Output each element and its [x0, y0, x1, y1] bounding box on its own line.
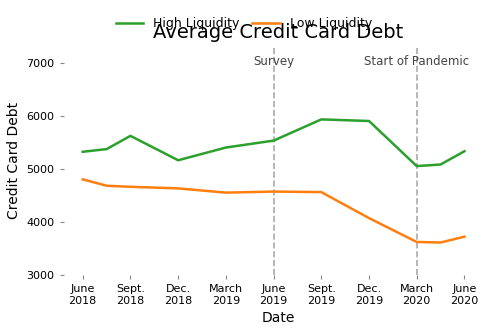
Title: Average Credit Card Debt: Average Credit Card Debt — [153, 23, 404, 42]
Low Liquidity — [223, 191, 229, 195]
Text: Start of Pandemic: Start of Pandemic — [364, 55, 470, 68]
Low Liquidity — [270, 190, 276, 194]
High Liquidity — [80, 150, 86, 154]
High Liquidity — [270, 139, 276, 143]
Line: High Liquidity: High Liquidity — [82, 120, 464, 166]
Low Liquidity — [366, 216, 372, 220]
Low Liquidity — [318, 190, 324, 194]
Low Liquidity — [80, 177, 86, 181]
Low Liquidity — [128, 185, 134, 189]
X-axis label: Date: Date — [262, 311, 295, 325]
Legend: High Liquidity, Low Liquidity: High Liquidity, Low Liquidity — [111, 12, 377, 35]
High Liquidity — [366, 119, 372, 123]
High Liquidity — [462, 149, 468, 153]
High Liquidity — [175, 158, 181, 162]
Low Liquidity — [104, 184, 110, 188]
Low Liquidity — [438, 240, 444, 244]
High Liquidity — [128, 134, 134, 138]
High Liquidity — [223, 145, 229, 149]
Low Liquidity — [414, 240, 420, 244]
High Liquidity — [318, 118, 324, 122]
Line: Low Liquidity: Low Liquidity — [82, 179, 464, 242]
Text: Survey: Survey — [253, 55, 294, 68]
High Liquidity — [414, 164, 420, 168]
Low Liquidity — [462, 235, 468, 239]
High Liquidity — [104, 147, 110, 151]
High Liquidity — [438, 162, 444, 166]
Low Liquidity — [175, 186, 181, 190]
Y-axis label: Credit Card Debt: Credit Card Debt — [7, 102, 21, 219]
